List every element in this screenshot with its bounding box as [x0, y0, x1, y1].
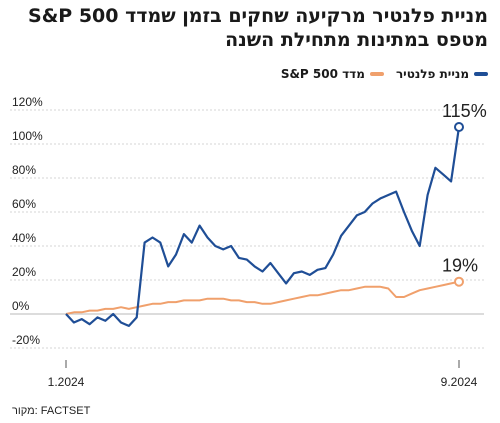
legend-item-sp500: מדד S&P 500	[281, 66, 384, 82]
legend-label-palantir: מניית פלנטיר	[395, 67, 469, 81]
source-note: מקור: FACTSET	[12, 405, 91, 417]
end-label-sp500: 19%	[442, 256, 478, 276]
legend-label-sp500: מדד S&P 500	[280, 67, 365, 81]
y-tick-label: 0%	[12, 299, 30, 313]
legend-item-palantir: מניית פלנטיר	[396, 66, 488, 82]
chart-title: מניית פלנטיר מרקיעה שחקים בזמן שמדד S&P …	[8, 4, 488, 52]
end-label-palantir: 115%	[442, 101, 487, 121]
y-tick-label: 80%	[12, 163, 36, 177]
y-tick-label: -20%	[12, 333, 40, 347]
end-markers: 19% 115%	[442, 101, 487, 287]
series-line-sp500	[65, 280, 460, 315]
y-tick-label: 120%	[12, 95, 43, 109]
x-tick-label: 1.2024	[48, 375, 85, 389]
legend-swatch-sp500	[369, 72, 384, 76]
legend-swatch-palantir	[474, 72, 488, 76]
y-axis-ticks: 120% 100% 80% 60% 40% 20% 0% -20%	[12, 95, 43, 347]
end-marker-palantir	[454, 122, 464, 132]
title-line-1: מניית פלנטיר מרקיעה שחקים בזמן שמדד S&P …	[28, 5, 488, 27]
x-axis-ticks: 1.2024 9.2024	[48, 360, 478, 389]
gridlines	[10, 109, 484, 349]
end-marker-sp500	[454, 276, 464, 287]
x-tick-label: 9.2024	[441, 375, 478, 389]
y-tick-label: 60%	[12, 197, 36, 211]
y-tick-label: 100%	[12, 129, 43, 143]
y-tick-label: 40%	[12, 231, 36, 245]
y-tick-label: 20%	[12, 265, 36, 279]
title-line-2: מטפס במתינות מתחילת השנה	[225, 29, 488, 51]
legend: מניית פלנטיר מדד S&P 500	[281, 66, 488, 82]
series-line-palantir	[65, 126, 461, 327]
series-lines	[65, 126, 461, 327]
